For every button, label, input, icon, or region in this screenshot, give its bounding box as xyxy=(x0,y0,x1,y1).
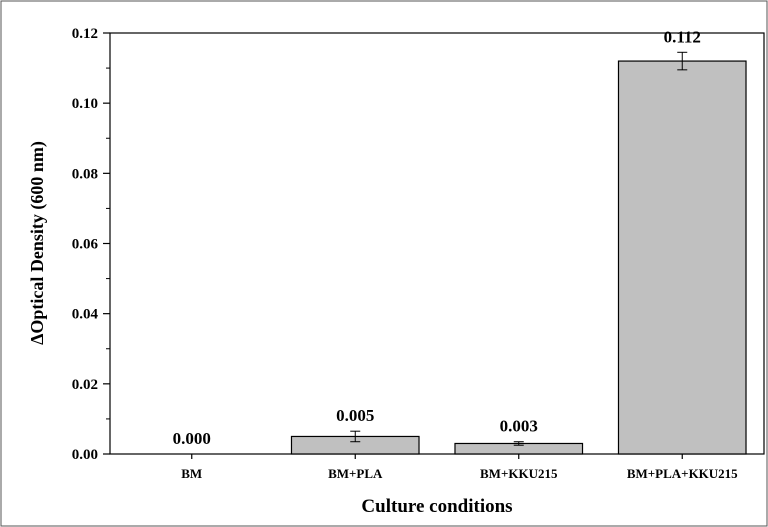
y-tick-label: 0.06 xyxy=(72,237,99,253)
data-label: 0.112 xyxy=(664,27,701,46)
x-tick-label: BM xyxy=(181,466,202,481)
data-label: 0.000 xyxy=(173,429,211,448)
y-tick-label: 0.00 xyxy=(72,447,98,463)
bars-group: 0.000 0.005 0.003 0.112 xyxy=(173,27,747,455)
x-tick-label: BM+PLA+KKU215 xyxy=(627,466,738,481)
y-tick-label: 0.10 xyxy=(72,96,98,112)
y-tick-label: 0.02 xyxy=(72,377,98,393)
y-tick-label: 0.08 xyxy=(72,166,98,182)
bar xyxy=(617,60,747,455)
y-axis-label: ΔOptical Density (600 nm) xyxy=(27,141,48,345)
x-axis: BM BM+PLA BM+KKU215 BM+PLA+KKU215 xyxy=(181,454,738,481)
y-tick-label: 0.12 xyxy=(72,26,98,42)
y-axis: 0.00 0.02 0.04 0.06 0.08 0.10 0.12 xyxy=(72,26,110,463)
data-label: 0.005 xyxy=(336,406,374,425)
x-axis-label: Culture conditions xyxy=(361,496,512,517)
x-tick-label: BM+KKU215 xyxy=(480,466,558,481)
y-tick-label: 0.04 xyxy=(72,307,99,323)
data-label: 0.003 xyxy=(500,417,538,436)
x-tick-label: BM+PLA xyxy=(328,466,383,481)
